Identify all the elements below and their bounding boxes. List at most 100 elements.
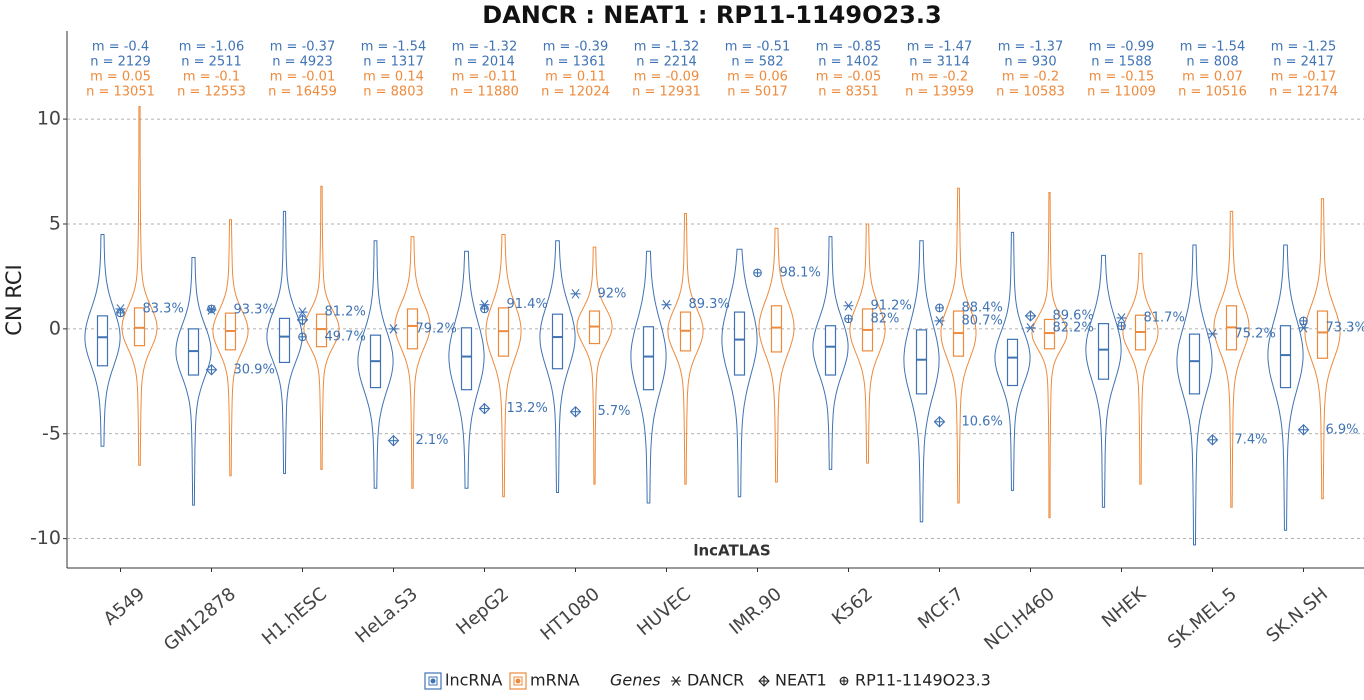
count-label: n = 10583	[996, 85, 1065, 100]
box	[1097, 323, 1110, 380]
gene-marker	[1025, 322, 1036, 333]
median-label: m = -1.32	[634, 40, 699, 55]
count-label: n = 582	[731, 55, 783, 70]
legend-swatch-dot	[515, 678, 521, 684]
percent-label: 89.3%	[689, 297, 730, 312]
percent-label: 6.9%	[1326, 422, 1359, 437]
percent-label: 81.7%	[1144, 310, 1185, 325]
box	[1279, 325, 1292, 389]
count-label: n = 2129	[90, 55, 150, 70]
percent-label: 83.3%	[143, 301, 184, 316]
count-label: n = 2014	[454, 55, 514, 70]
box	[551, 313, 564, 370]
y-tick-label: -10	[30, 527, 61, 549]
x-tick-label: NCI.H460	[980, 584, 1059, 655]
count-label: n = 16459	[268, 85, 337, 100]
marker-stroke	[1026, 322, 1035, 333]
gene-marker	[1206, 434, 1219, 446]
x-tick-label: HT1080	[537, 584, 604, 645]
median-label: m = -1.32	[452, 40, 517, 55]
y-tick-label: -5	[42, 422, 61, 444]
legend-label: NEAT1	[775, 671, 827, 690]
box	[1316, 310, 1329, 359]
percent-label: 30.9%	[234, 362, 275, 377]
violin	[812, 236, 849, 470]
percent-label: 82%	[871, 311, 900, 326]
count-label: n = 11009	[1087, 85, 1156, 100]
gene-marker	[1297, 423, 1310, 436]
gene-marker	[480, 304, 489, 314]
violin	[1267, 244, 1304, 531]
count-label: n = 1588	[1091, 55, 1151, 70]
percent-label: 10.6%	[962, 414, 1003, 429]
violin	[84, 234, 121, 447]
x-tick-label: A549	[100, 584, 149, 630]
box	[642, 326, 655, 391]
gene-marker	[661, 299, 672, 310]
median-label: m = -1.25	[1271, 40, 1336, 55]
box	[278, 317, 291, 364]
marker-stroke	[1208, 329, 1217, 339]
box	[915, 329, 928, 395]
legend-label: lncRNA	[445, 671, 502, 690]
x-tick-label: SK.N.SH	[1262, 584, 1332, 647]
percent-label: 49.7%	[325, 329, 366, 344]
marker-stroke	[1299, 322, 1308, 333]
x-tick-label: IMR.90	[725, 584, 785, 640]
median-label: m = -0.15	[1089, 70, 1154, 85]
percent-label: 82.2%	[1053, 320, 1094, 335]
violin	[576, 246, 613, 485]
median-label: m = -0.2	[1002, 70, 1059, 85]
annotation: lncATLAS	[693, 542, 770, 560]
count-label: n = 12931	[632, 85, 701, 100]
violin	[758, 227, 795, 483]
box	[770, 305, 783, 353]
gene-marker	[388, 324, 399, 334]
count-label: n = 12553	[177, 85, 246, 100]
box	[460, 327, 473, 391]
median-label: m = -0.37	[270, 40, 335, 55]
gene-marker	[1024, 310, 1037, 322]
gene-marker	[934, 316, 945, 326]
box	[1188, 333, 1201, 395]
gene-marker	[478, 402, 491, 415]
gene-marker	[205, 363, 218, 376]
y-tick-label: 5	[49, 212, 61, 234]
count-label: n = 5017	[727, 85, 787, 100]
gene-marker	[933, 416, 946, 428]
count-label: n = 2214	[636, 55, 696, 70]
gene-marker	[387, 434, 400, 447]
x-tick-label: HeLa.S3	[352, 584, 422, 648]
y-axis-label: CN RCI	[2, 264, 26, 335]
percent-label: 73.3%	[1326, 320, 1364, 335]
median-label: m = 0.14	[363, 70, 424, 85]
violin	[849, 223, 886, 464]
violin	[1031, 192, 1068, 519]
median-label: m = -0.05	[816, 70, 881, 85]
count-label: n = 12024	[541, 85, 610, 100]
box	[733, 311, 746, 376]
percent-label: 7.4%	[1235, 432, 1268, 447]
count-label: n = 11880	[450, 85, 519, 100]
gene-marker	[570, 288, 581, 299]
violin	[448, 250, 485, 489]
gene-marker	[296, 314, 309, 326]
violin	[1304, 198, 1341, 500]
median-label: m = -1.54	[1180, 40, 1245, 55]
gene-marker	[1299, 316, 1308, 326]
percent-label: 92%	[598, 286, 627, 301]
marker-stroke	[1117, 313, 1126, 323]
gene-marker	[1116, 313, 1127, 323]
violin	[1085, 254, 1122, 508]
gene-marker	[1207, 329, 1218, 339]
violin	[630, 250, 667, 504]
count-label: n = 8351	[818, 85, 878, 100]
x-tick-label: NHEK	[1098, 583, 1151, 632]
violin	[357, 240, 394, 489]
violin	[485, 234, 522, 498]
count-label: n = 2417	[1273, 55, 1333, 70]
y-tick-label: 0	[49, 317, 61, 339]
percent-label: 5.7%	[598, 404, 631, 419]
legend-title: Genes	[610, 671, 661, 690]
